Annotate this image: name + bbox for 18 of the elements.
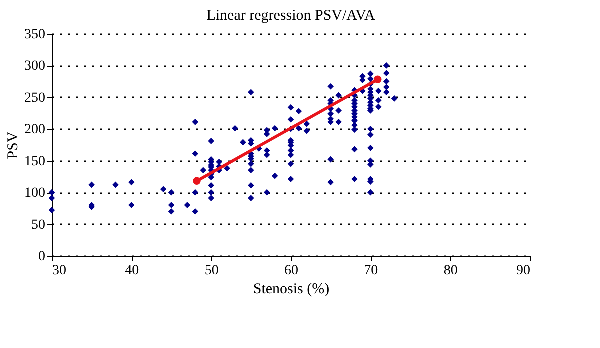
x-tick-label: 70 — [364, 264, 378, 278]
y-tick-label: 300 — [24, 59, 46, 74]
x-tick-label: 30 — [52, 264, 66, 278]
x-axis-title: Stenosis (%) — [253, 282, 330, 298]
y-tick-label: 150 — [24, 154, 46, 170]
x-tick-label: 90 — [516, 264, 530, 278]
x-tick-label: 60 — [284, 264, 298, 278]
y-tick-label: 0 — [38, 250, 46, 264]
y-tick-label: 50 — [32, 218, 46, 233]
y-tick-label: 100 — [24, 186, 46, 202]
y-tick-label: 250 — [24, 90, 46, 106]
x-tick-label: 40 — [125, 264, 140, 278]
x-tick-label: 80 — [444, 264, 458, 278]
y-tick-label: 350 — [24, 28, 46, 42]
y-tick-label: 200 — [24, 122, 46, 138]
y-axis-title: PSV — [6, 132, 22, 160]
chart-title: Linear regression PSV/AVA — [206, 8, 376, 24]
x-tick-label: 50 — [204, 264, 219, 278]
